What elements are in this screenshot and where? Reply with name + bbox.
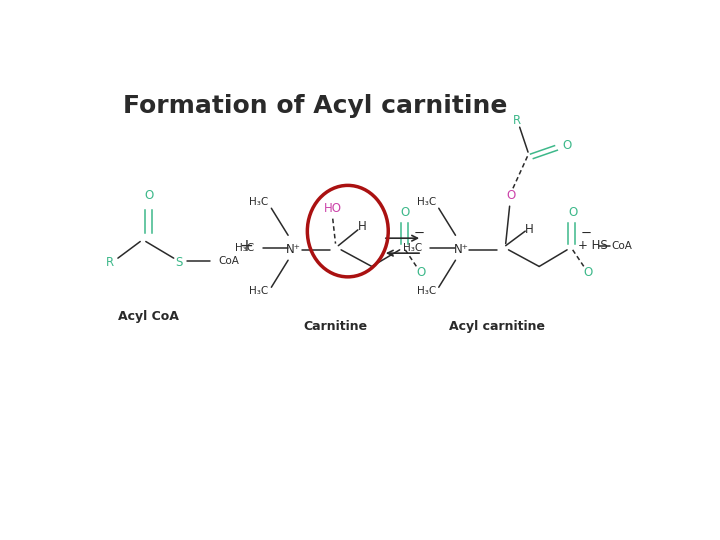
Text: H₃C: H₃C (417, 197, 436, 207)
Text: + HS: + HS (578, 239, 608, 252)
Text: H: H (358, 220, 366, 233)
Text: H: H (526, 222, 534, 235)
Text: R: R (513, 114, 521, 127)
Text: H₃C: H₃C (249, 197, 269, 207)
Text: H₃C: H₃C (402, 243, 422, 253)
Text: HO: HO (324, 202, 342, 215)
Text: Carnitine: Carnitine (303, 320, 368, 333)
Text: O: O (584, 266, 593, 279)
Text: N⁺: N⁺ (287, 244, 301, 256)
Text: O: O (400, 206, 410, 219)
Text: Acyl CoA: Acyl CoA (118, 310, 179, 323)
Text: CoA: CoA (218, 256, 239, 266)
Text: −: − (581, 227, 592, 240)
Text: N⁺: N⁺ (454, 244, 469, 256)
Text: O: O (568, 206, 577, 219)
Text: R: R (105, 256, 114, 269)
Text: Formation of Acyl carnitine: Formation of Acyl carnitine (124, 94, 508, 118)
Text: O: O (562, 139, 572, 152)
Text: H₃C: H₃C (417, 286, 436, 296)
Text: H₃C: H₃C (235, 243, 255, 253)
Text: Acyl carnitine: Acyl carnitine (449, 320, 545, 333)
Text: H₃C: H₃C (249, 286, 269, 296)
Text: O: O (144, 190, 153, 202)
Text: +: + (239, 237, 253, 255)
Text: O: O (507, 190, 516, 202)
Text: −: − (414, 227, 425, 240)
Text: O: O (416, 266, 426, 279)
Text: S: S (176, 256, 183, 269)
Text: CoA: CoA (612, 241, 633, 251)
